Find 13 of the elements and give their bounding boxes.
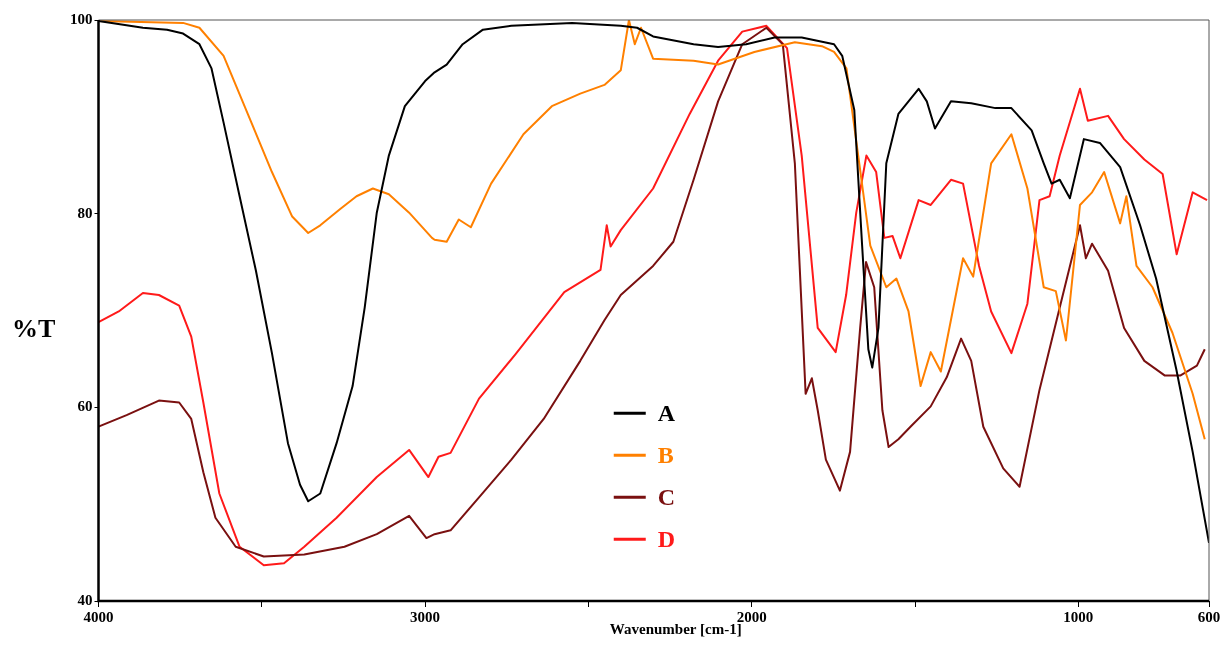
x-tick-label: 1000 (1063, 608, 1094, 625)
legend-label: D (657, 525, 676, 552)
y-tick-label: 100 (70, 10, 93, 27)
y-tick-label: 80 (77, 204, 93, 221)
legend-label: B (657, 441, 674, 468)
x-tick-label: 3000 (410, 608, 441, 625)
legend-label: A (657, 399, 676, 426)
legend-label: C (657, 483, 676, 510)
y-axis-title: %T (12, 314, 56, 344)
x-tick-label: 4000 (83, 608, 114, 625)
x-tick-label: 600 (1197, 608, 1221, 625)
y-tick-label: 40 (77, 591, 93, 608)
y-tick-label: 60 (77, 398, 93, 415)
